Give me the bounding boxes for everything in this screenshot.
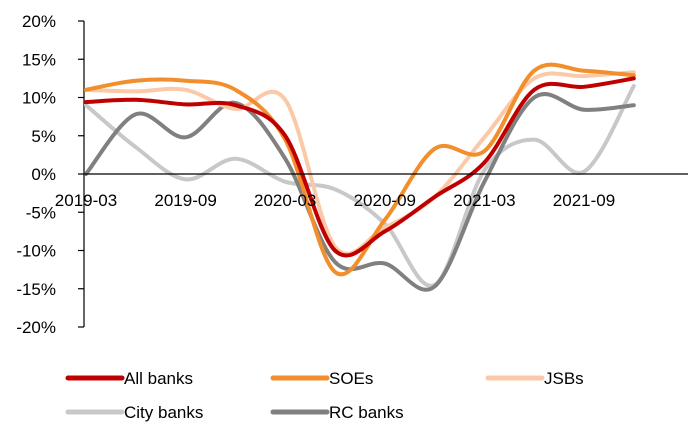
y-axis (78, 20, 85, 328)
legend-item-soes: SOEs (270, 369, 373, 388)
y-tick-labels: 20% 15% 10% 5% 0% -5% -10% -15% -20% (16, 12, 56, 337)
legend-item-city-banks: City banks (65, 403, 203, 422)
y-tick-label: 15% (22, 50, 56, 69)
legend-item-jsbs: JSBs (485, 369, 584, 388)
series-line-all-banks (84, 76, 636, 258)
x-tick-label: 2019-03 (55, 191, 117, 210)
x-tick-labels: 2019-03 2019-09 2020-03 2020-09 2021-03 2021-… (55, 191, 615, 210)
series-line-jsbs (84, 70, 636, 256)
series-line-city-banks (84, 84, 636, 288)
legend-label: All banks (124, 369, 193, 388)
x-tick-label: 2019-09 (154, 191, 216, 210)
legend-item-all-banks: All banks (65, 369, 193, 388)
x-tick-label: 2020-03 (254, 191, 316, 210)
legend-label: RC banks (329, 403, 404, 422)
y-tick-label: -20% (16, 318, 56, 337)
y-tick-label: 0% (31, 165, 56, 184)
series-line-soes (84, 62, 636, 277)
y-tick-label: -15% (16, 280, 56, 299)
legend: All banks SOEs JSBs City banks RC banks (65, 369, 584, 422)
y-tick-label: 20% (22, 12, 56, 31)
series-lines (84, 62, 636, 292)
y-tick-label: -10% (16, 242, 56, 261)
x-tick-label: 2020-09 (354, 191, 416, 210)
y-tick-label: -5% (26, 203, 56, 222)
y-tick-label: 5% (31, 127, 56, 146)
legend-item-rc-banks: RC banks (270, 403, 404, 422)
legend-label: City banks (124, 403, 203, 422)
series-line-rc-banks (84, 92, 636, 292)
legend-label: JSBs (544, 369, 584, 388)
legend-label: SOEs (329, 369, 373, 388)
y-tick-label: 10% (22, 89, 56, 108)
x-tick-label: 2021-09 (553, 191, 615, 210)
x-tick-label: 2021-03 (453, 191, 515, 210)
